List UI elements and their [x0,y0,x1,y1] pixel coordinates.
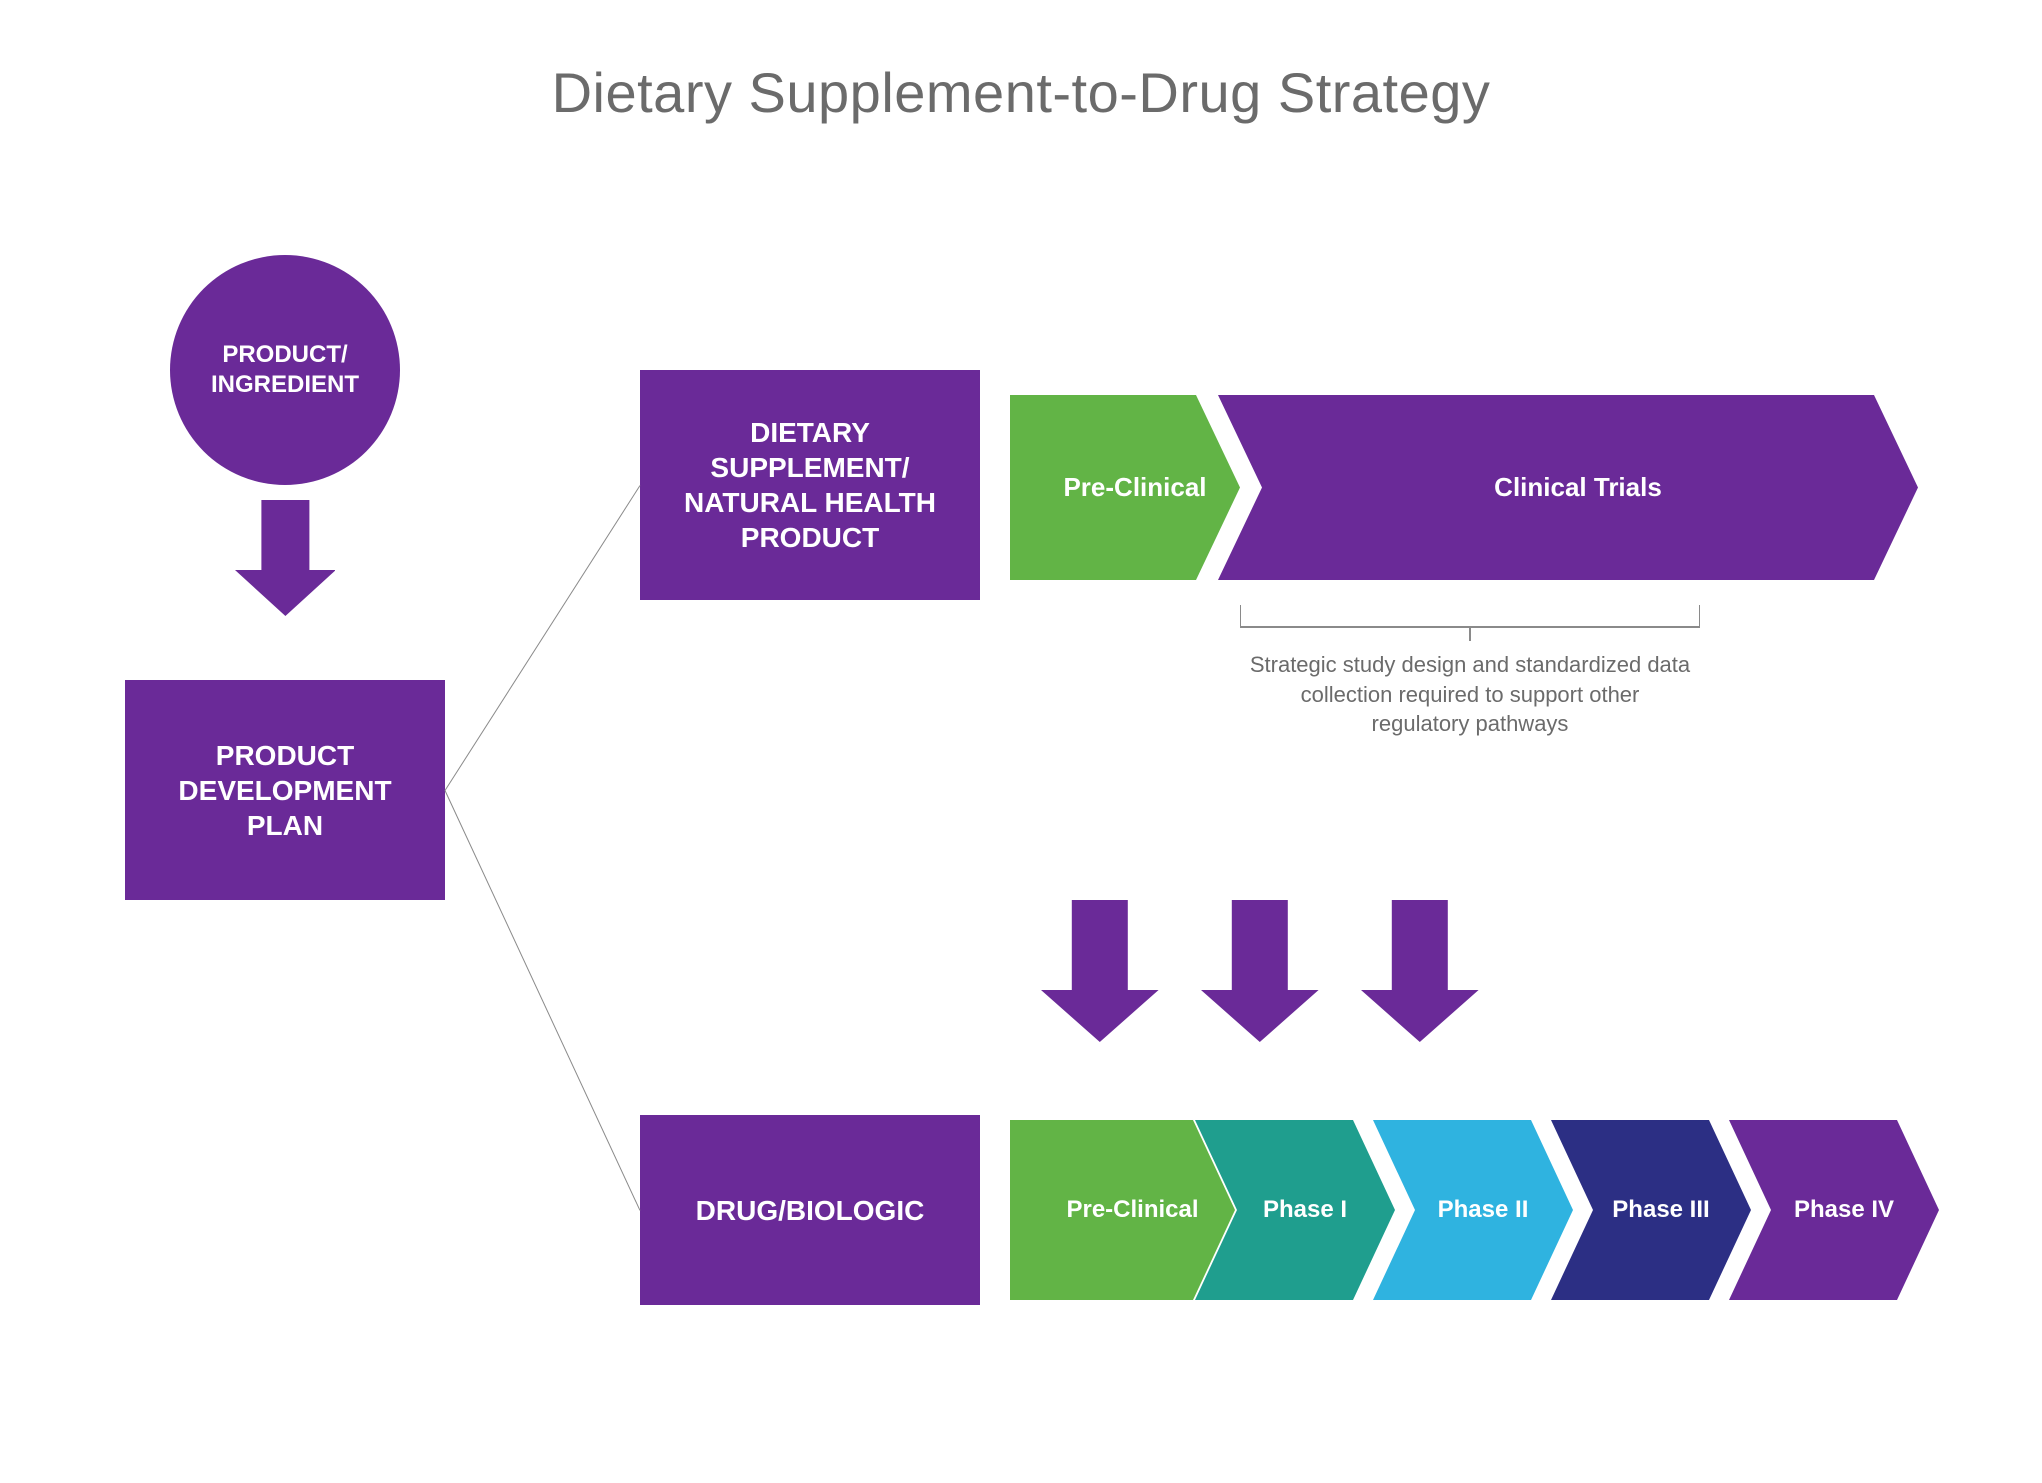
product-development-plan-label: PRODUCTDEVELOPMENTPLAN [178,738,391,843]
diagram-title: Dietary Supplement-to-Drug Strategy [0,60,2042,125]
dietary-supplement-label: DIETARYSUPPLEMENT/NATURAL HEALTHPRODUCT [684,415,936,555]
chevron-label: Phase II [1373,1196,1573,1224]
connector-plan-to-drug [445,790,641,1210]
chevron-phase-iv: Phase IV [1729,1120,1939,1300]
product-development-plan-box: PRODUCTDEVELOPMENTPLAN [125,680,445,900]
dietary-supplement-box: DIETARYSUPPLEMENT/NATURAL HEALTHPRODUCT [640,370,980,600]
connector-plan-to-dietary [445,485,641,791]
chevron-phase-ii: Phase II [1373,1120,1573,1300]
chevron-label: Phase III [1551,1196,1751,1224]
arrow-down-to-drug-3-icon [1361,900,1479,1042]
chevron-pre-clinical: Pre-Clinical [1010,395,1240,580]
drug-biologic-box: DRUG/BIOLOGIC [640,1115,980,1305]
chevron-phase-iii: Phase III [1551,1120,1751,1300]
chevron-label: Clinical Trials [1218,472,1918,503]
diagram-canvas: Dietary Supplement-to-Drug Strategy PROD… [0,0,2042,1483]
arrow-circle-to-plan-icon [235,500,336,616]
chevron-label: Pre-Clinical [1010,1196,1235,1224]
chevron-label: Pre-Clinical [1010,472,1240,503]
drug-biologic-label: DRUG/BIOLOGIC [696,1193,925,1228]
clinical-trials-bracket-icon [1240,605,1700,641]
arrow-down-to-drug-2-icon [1201,900,1319,1042]
strategic-note: Strategic study design and standardized … [1160,650,1780,739]
product-ingredient-label: PRODUCT/INGREDIENT [211,340,359,400]
product-ingredient-circle: PRODUCT/INGREDIENT [170,255,400,485]
chevron-clinical-trials: Clinical Trials [1218,395,1918,580]
arrow-down-to-drug-1-icon [1041,900,1159,1042]
chevron-pre-clinical: Pre-Clinical [1010,1120,1235,1300]
chevron-label: Phase IV [1729,1196,1939,1224]
